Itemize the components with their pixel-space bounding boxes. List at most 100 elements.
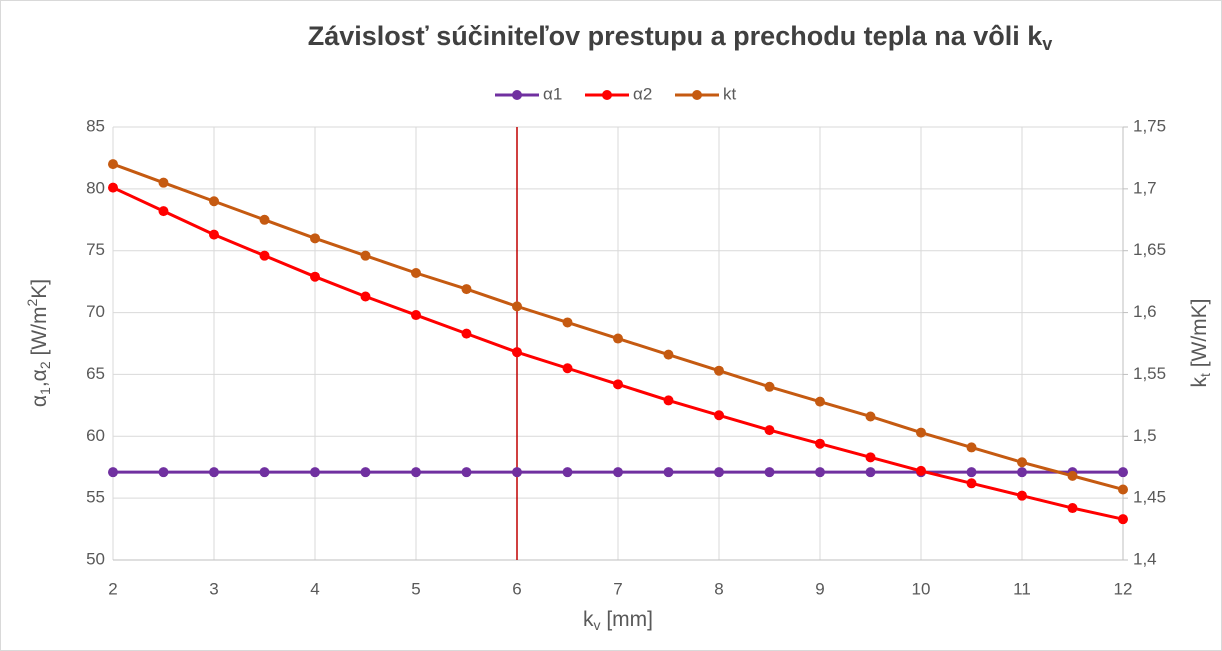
data-point [1118,467,1128,478]
label-part: ,α [28,369,51,387]
x-tick-label: 10 [912,579,931,598]
label-part: 2 [37,361,53,369]
chart-title-subscript: v [1042,34,1052,54]
data-point [562,467,573,478]
data-point [865,452,876,463]
x-axis-label: kv [mm] [583,608,653,633]
data-point [613,379,623,390]
data-point [259,467,270,478]
data-point [360,250,371,261]
y2-tick-label: 1,55 [1133,364,1166,383]
data-point [663,467,674,478]
label-part: v [594,617,601,633]
legend-swatch-dot [602,90,612,100]
y2-tick-label: 1,65 [1133,240,1166,259]
label-part: α [28,395,51,407]
data-point [411,467,421,478]
y2-tick-label: 1,45 [1133,488,1166,507]
data-point [916,427,926,438]
data-point [158,177,169,188]
data-point [158,206,169,217]
data-point [310,467,320,478]
data-point [1067,470,1078,481]
data-point [764,467,775,478]
data-point [764,381,775,392]
data-point [209,467,219,478]
data-point [1017,467,1027,478]
x-tick-label: 5 [411,579,420,598]
data-point [865,467,876,478]
y-tick-label: 55 [86,488,105,507]
data-point [764,425,775,436]
label-part: [W/mK] [1188,298,1211,373]
data-point [1118,484,1128,495]
data-point [663,395,674,406]
x-tick-label: 7 [613,579,622,598]
data-point [1118,514,1128,525]
data-point [108,467,118,478]
data-point [209,196,219,207]
legend-label: kt [723,84,737,103]
data-point [209,229,219,240]
data-point [1017,490,1027,501]
data-point [310,233,320,244]
data-point [966,442,977,453]
data-point [461,284,472,295]
data-point [360,467,371,478]
chart-title: Závislosť súčiniteľov prestupu a prechod… [308,21,1043,51]
data-point [512,301,522,312]
label-part: [W/m [28,307,51,362]
data-point [966,478,977,489]
y-tick-label: 80 [86,178,105,197]
x-tick-label: 8 [714,579,723,598]
chart-title-group: Závislosť súčiniteľov prestupu a prechod… [308,21,1053,54]
y-tick-label: 60 [86,426,105,445]
legend-label: α1 [543,84,562,103]
data-point [663,349,674,360]
y-tick-label: 85 [86,116,105,135]
label-part: 1 [37,387,53,395]
y2-tick-label: 1,75 [1133,116,1166,135]
label-part: k [583,608,594,631]
y-tick-label: 75 [86,240,105,259]
data-point [613,467,623,478]
y2-tick-label: 1,7 [1133,178,1157,197]
data-point [411,310,421,321]
data-point [714,467,724,478]
data-point [714,365,724,376]
data-point [461,328,472,339]
legend-swatch-dot [512,90,522,100]
label-part: 2 [24,299,40,307]
x-tick-label: 2 [108,579,117,598]
data-point [158,467,169,478]
legend-label: α2 [633,84,652,103]
x-tick-label: 9 [815,579,824,598]
y2-tick-label: 1,4 [1133,549,1157,568]
data-point [108,182,118,193]
x-tick-label: 12 [1114,579,1133,598]
data-point [815,467,825,478]
data-point [512,347,522,358]
data-point [916,465,926,476]
data-point [562,317,573,328]
label-part: t [1197,373,1213,377]
data-point [562,363,573,374]
x-tick-label: 11 [1013,579,1031,598]
data-point [461,467,472,478]
label-part: K] [28,279,51,299]
data-point [512,467,522,478]
data-point [1017,457,1027,468]
data-point [865,411,876,422]
label-part: [mm] [601,608,654,631]
label-part: k [1188,377,1211,388]
x-tick-label: 6 [512,579,521,598]
y-axis-label: α1,α2 [W/m2K] [24,279,53,407]
y2-tick-label: 1,6 [1133,302,1157,321]
data-point [360,291,371,302]
y-tick-label: 70 [86,302,105,321]
data-point [815,396,825,407]
y-tick-label: 50 [86,549,105,568]
data-point [966,467,977,478]
